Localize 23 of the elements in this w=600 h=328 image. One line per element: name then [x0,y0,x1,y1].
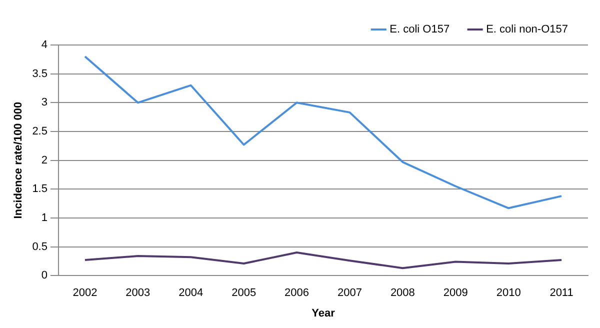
legend-label: E. coli O157 [390,24,450,36]
x-tick-label: 2002 [72,287,98,300]
x-tick-label: 2011 [550,287,574,300]
y-tick-label: 1 [41,212,48,224]
x-tick-label: 2010 [496,287,521,300]
x-tick-label: 2009 [443,287,468,300]
x-tick-label: 2005 [232,287,256,300]
x-tick-label: 2006 [284,287,310,300]
y-tick-label: 4 [41,39,48,52]
y-tick-label: 3.5 [32,68,48,80]
x-tick-label: 2003 [126,287,150,300]
x-tick-label: 2004 [178,287,204,300]
y-tick-label: 2.5 [32,126,48,138]
x-tick-label: 2007 [337,287,362,300]
y-tick-label: 0.5 [32,240,48,253]
y-tick-label: 3 [41,96,48,109]
x-tick-label: 2008 [390,287,415,300]
y-tick-label: 0 [41,270,48,282]
y-tick-label: 1.5 [32,183,48,196]
y-axis-title: Incidence rate/100 000 [12,102,25,219]
y-tick-label: 2 [41,154,48,166]
legend-label: E. coli non-O157 [486,24,568,36]
x-axis-title: Year [312,307,336,320]
